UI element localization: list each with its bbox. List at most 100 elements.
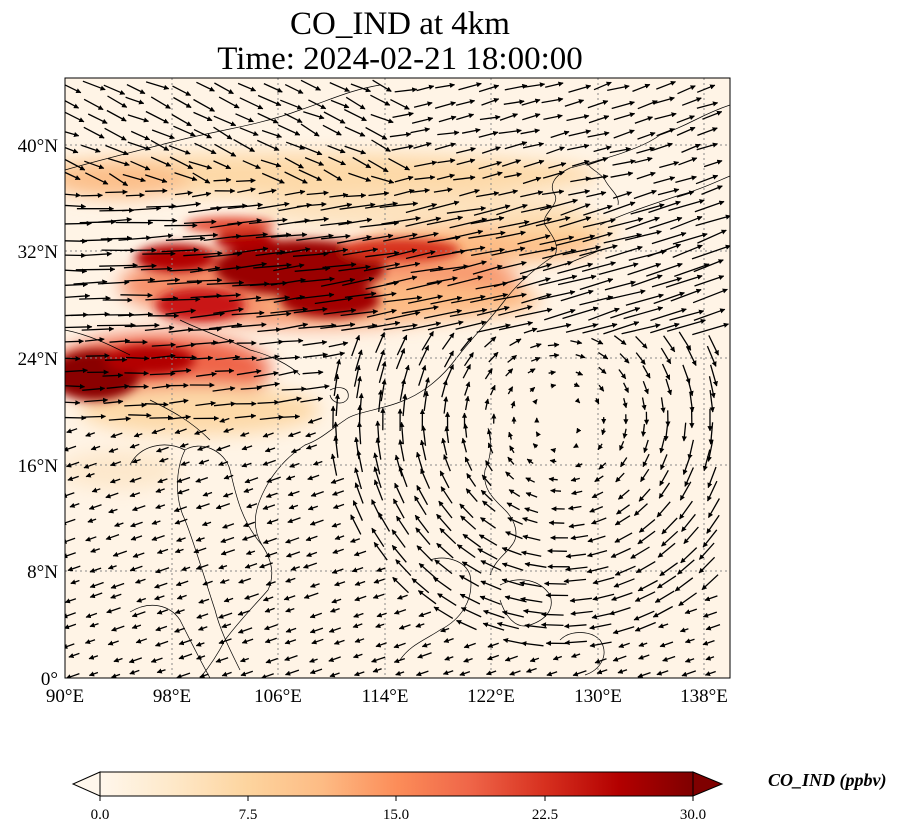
wind-vector bbox=[154, 595, 165, 601]
wind-vector bbox=[461, 561, 482, 574]
wind-vector bbox=[176, 476, 191, 483]
wind-vector bbox=[333, 373, 340, 396]
wind-vector bbox=[107, 564, 117, 570]
wind-vector bbox=[263, 83, 283, 93]
wind-vector bbox=[284, 112, 303, 123]
wind-vector bbox=[303, 111, 325, 120]
map-time-subtitle: Time: 2024-02-21 18:00:00 bbox=[217, 41, 583, 77]
wind-vector bbox=[333, 639, 345, 645]
wind-vector bbox=[392, 111, 414, 119]
wind-vector bbox=[491, 246, 526, 256]
wind-vector bbox=[155, 504, 166, 510]
wind-vector bbox=[145, 110, 169, 124]
wind-vector bbox=[218, 461, 229, 467]
wind-vector bbox=[413, 141, 432, 149]
wind-vector bbox=[520, 190, 544, 198]
wind-vector bbox=[354, 482, 364, 504]
wind-vector bbox=[570, 534, 589, 541]
wind-vector bbox=[129, 443, 140, 449]
wind-vector bbox=[597, 443, 603, 451]
wind-vector bbox=[145, 188, 168, 194]
wind-vector bbox=[401, 305, 439, 314]
wind-vector bbox=[630, 203, 665, 215]
wind-vector bbox=[244, 593, 259, 600]
wind-vector bbox=[681, 97, 702, 106]
wind-vector bbox=[443, 350, 454, 368]
wind-vector bbox=[155, 625, 168, 632]
wind-vector bbox=[634, 621, 656, 632]
wind-vector bbox=[659, 161, 680, 169]
wind-vector bbox=[692, 288, 728, 304]
wind-vector bbox=[638, 642, 648, 647]
wind-vector bbox=[637, 530, 656, 545]
wind-vector bbox=[123, 263, 157, 269]
wind-vector bbox=[586, 157, 609, 166]
wind-vector bbox=[310, 582, 320, 588]
wind-vector bbox=[244, 562, 258, 569]
wind-vector bbox=[81, 326, 115, 332]
wind-vector bbox=[411, 116, 434, 124]
wind-vector bbox=[98, 217, 133, 223]
wind-vector bbox=[84, 397, 109, 403]
wind-vector bbox=[535, 431, 541, 438]
wind-vector bbox=[353, 612, 364, 618]
wind-vector bbox=[563, 578, 587, 584]
wind-vector bbox=[65, 252, 87, 259]
lat-tick: 40°N bbox=[18, 136, 59, 157]
wind-vector bbox=[169, 156, 194, 170]
wind-vector bbox=[479, 595, 501, 605]
wind-vector bbox=[443, 396, 449, 414]
wind-vector bbox=[456, 113, 475, 121]
wind-vector bbox=[679, 500, 693, 520]
wind-vector bbox=[208, 322, 243, 330]
wind-vector bbox=[198, 625, 208, 631]
wind-vector bbox=[497, 219, 530, 229]
wind-vector bbox=[674, 263, 710, 278]
wind-vector bbox=[570, 339, 583, 345]
wind-vector bbox=[524, 507, 539, 514]
wind-vector bbox=[417, 652, 432, 659]
wind-vector bbox=[587, 535, 606, 543]
wind-vector bbox=[352, 500, 363, 521]
wind-vector bbox=[353, 653, 363, 659]
wind-vector bbox=[239, 97, 264, 110]
wind-vector bbox=[132, 505, 146, 512]
wind-vector bbox=[302, 369, 324, 376]
wind-vector bbox=[113, 657, 123, 663]
wind-vector bbox=[321, 233, 351, 240]
wind-vector bbox=[345, 96, 366, 110]
wind-vector bbox=[575, 462, 583, 468]
wind-vector bbox=[440, 486, 453, 504]
wind-vector bbox=[708, 335, 719, 356]
wind-vector bbox=[240, 385, 263, 391]
wind-vector bbox=[524, 561, 547, 568]
wind-vector bbox=[219, 417, 230, 423]
wind-vector bbox=[613, 129, 635, 139]
wind-vector bbox=[133, 432, 143, 438]
wind-vector bbox=[581, 261, 617, 273]
wind-vector bbox=[543, 113, 563, 121]
wind-vector bbox=[330, 453, 338, 476]
wind-vector bbox=[290, 565, 301, 571]
wind-vector bbox=[65, 598, 77, 604]
wind-vector bbox=[525, 492, 538, 498]
wind-vector bbox=[678, 157, 698, 166]
wind-vector bbox=[377, 511, 391, 532]
wind-vector bbox=[183, 250, 223, 257]
wind-vector bbox=[110, 593, 122, 599]
wind-vector bbox=[589, 623, 612, 630]
wind-vector bbox=[262, 432, 274, 438]
wind-vector bbox=[125, 96, 145, 105]
wind-vector bbox=[174, 609, 185, 614]
latitude-axis: 40°N 32°N 24°N 16°N 8°N 0° bbox=[18, 136, 59, 690]
wind-vector bbox=[633, 503, 648, 516]
wind-vector bbox=[405, 250, 436, 260]
wind-vector bbox=[428, 200, 460, 211]
wind-vector bbox=[532, 443, 539, 449]
wind-vector bbox=[466, 473, 477, 487]
wind-vector bbox=[243, 521, 256, 528]
wind-vector bbox=[477, 548, 498, 560]
wind-vector bbox=[433, 187, 453, 193]
wind-vector bbox=[147, 277, 181, 283]
wind-vector bbox=[168, 145, 191, 155]
